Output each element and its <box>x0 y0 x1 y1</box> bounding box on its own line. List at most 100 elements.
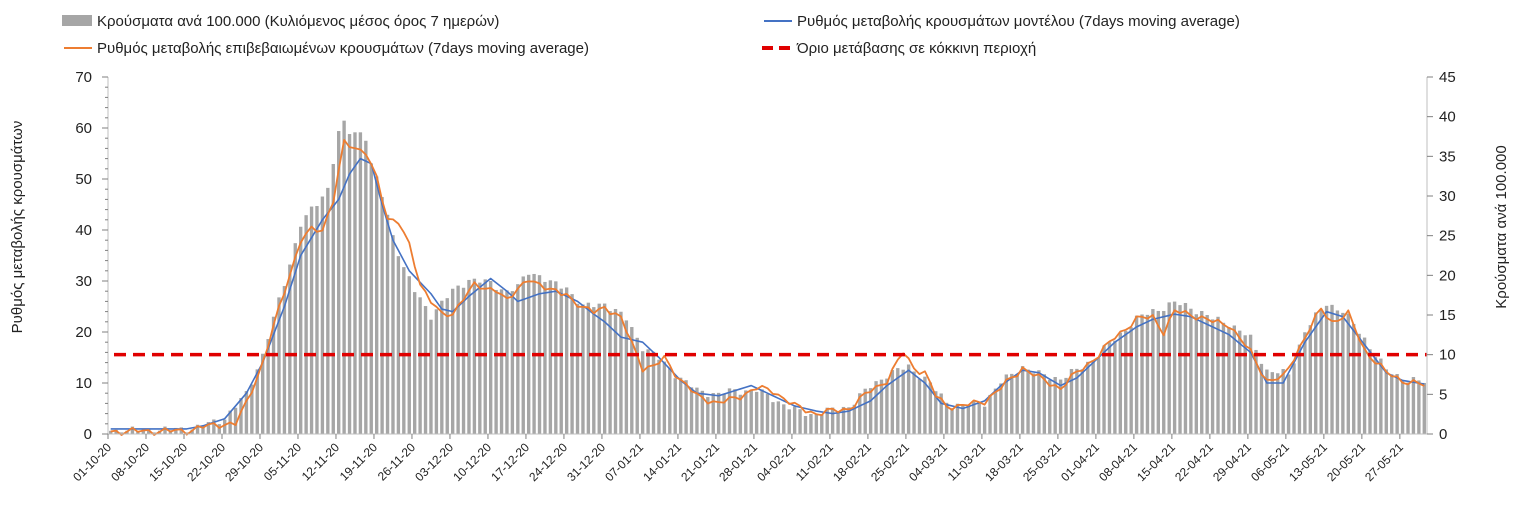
bar <box>342 120 346 435</box>
bar <box>277 297 281 434</box>
x-tick-label: 14-01-21 <box>640 440 684 484</box>
x-tick-label: 26-11-20 <box>375 440 418 483</box>
bar-series <box>109 120 1426 435</box>
legend-label: Όριο μετάβασης σε κόκκινη περιοχή <box>796 40 1036 57</box>
bar <box>1069 368 1074 434</box>
x-tick-label: 06-05-21 <box>1248 440 1292 484</box>
bar <box>760 389 764 434</box>
bar <box>1308 325 1312 434</box>
bar <box>130 426 135 434</box>
bar <box>250 384 254 434</box>
x-tick-label: 15-04-21 <box>1134 440 1178 484</box>
bar <box>239 398 243 434</box>
bar <box>798 409 802 434</box>
bar <box>1216 316 1220 434</box>
bar <box>771 402 775 434</box>
bar <box>825 407 829 434</box>
bar <box>488 280 493 434</box>
bar <box>1243 335 1247 434</box>
bar <box>326 187 330 434</box>
y-right-tick-label: 10 <box>1439 347 1456 364</box>
legend-item-model: Ρυθμός μεταβολής κρουσμάτων μοντέλου (7d… <box>764 13 1240 30</box>
bar <box>195 424 200 434</box>
bar <box>467 279 471 434</box>
y-axis-right-title: Κρούσματα ανά 100.000 <box>1493 145 1510 308</box>
x-tick-label: 07-01-21 <box>602 440 646 484</box>
x-tick-label: 12-11-20 <box>299 440 342 483</box>
bar <box>1292 363 1296 434</box>
bar <box>630 327 634 434</box>
bar <box>657 359 661 434</box>
bar <box>1156 310 1160 434</box>
bar <box>271 316 276 434</box>
bar <box>749 389 753 434</box>
bar <box>716 392 721 434</box>
bar <box>483 279 487 434</box>
bar <box>765 393 770 434</box>
y-right-tick-label: 15 <box>1439 307 1456 324</box>
bar <box>977 403 981 434</box>
bar <box>744 390 748 434</box>
y-left-tick-label: 40 <box>75 222 92 239</box>
x-tick-label: 10-12-20 <box>450 440 494 484</box>
bar <box>700 390 705 434</box>
bar <box>440 300 444 434</box>
bar <box>1151 309 1155 434</box>
y-right-tick-label: 40 <box>1439 109 1456 126</box>
y-right-tick-label: 5 <box>1439 386 1447 403</box>
bar <box>369 163 373 434</box>
bar <box>179 427 183 434</box>
x-tick-label: 18-02-21 <box>830 440 874 484</box>
bar <box>868 388 873 434</box>
x-tick-label: 04-02-21 <box>754 440 798 484</box>
bar <box>711 393 715 434</box>
bar <box>1341 312 1345 434</box>
bar <box>450 288 455 434</box>
bar <box>1335 310 1340 434</box>
bar <box>1058 379 1063 434</box>
bar <box>1064 377 1068 434</box>
x-tick-label: 13-05-21 <box>1286 440 1330 484</box>
bar <box>640 351 645 434</box>
bar <box>1384 369 1388 434</box>
bar <box>830 407 835 434</box>
bar <box>147 428 151 434</box>
bar <box>646 349 650 434</box>
bar <box>255 369 259 434</box>
bar <box>1254 349 1258 434</box>
bar <box>1303 332 1307 434</box>
bar <box>982 406 987 434</box>
y-right-tick-label: 20 <box>1439 267 1456 284</box>
y-left-tick-label: 0 <box>84 426 92 443</box>
bar <box>787 409 791 434</box>
bar <box>619 311 623 434</box>
bar <box>543 281 547 434</box>
bar <box>1390 374 1394 434</box>
y-left-tick-label: 30 <box>75 273 92 290</box>
bar <box>706 397 710 434</box>
bar <box>586 302 591 434</box>
x-tick-label: 25-02-21 <box>868 440 912 484</box>
bar <box>445 298 449 434</box>
bar <box>510 291 515 434</box>
bar <box>776 401 781 434</box>
bar <box>564 287 569 434</box>
bar <box>1265 369 1269 434</box>
bar <box>1297 344 1302 434</box>
bar <box>402 267 406 434</box>
bar <box>1015 374 1019 434</box>
x-tick-label: 27-05-21 <box>1362 440 1406 484</box>
bar <box>912 371 916 434</box>
bar <box>152 432 156 434</box>
bar <box>651 351 656 434</box>
line-series <box>110 139 1427 436</box>
x-tick-label: 28-01-21 <box>716 440 760 484</box>
bar <box>1004 374 1009 434</box>
bar <box>836 411 840 434</box>
bar <box>1172 301 1177 434</box>
bar <box>662 361 667 434</box>
bar <box>1037 370 1041 434</box>
bar <box>803 416 808 434</box>
bar <box>993 388 998 434</box>
